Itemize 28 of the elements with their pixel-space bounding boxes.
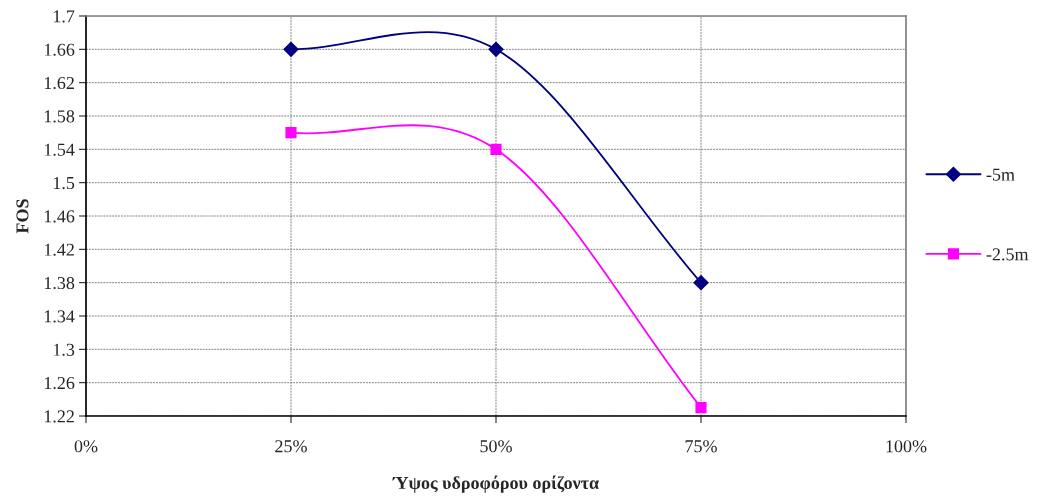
y-tick-label: 1.62 <box>44 76 74 90</box>
point <box>283 41 299 57</box>
y-tick-label: 1.66 <box>44 43 75 56</box>
y-tick-label: 1.3 <box>53 343 75 356</box>
y-tick-label: 1.46 <box>44 210 75 223</box>
x-tick-label: 25% <box>275 440 307 453</box>
x-tick-label: 50% <box>480 440 512 453</box>
y-tick-label: 1.42 <box>44 243 74 256</box>
point <box>490 143 502 155</box>
y-tick-label: 1.38 <box>44 276 75 290</box>
point <box>693 275 709 291</box>
y-tick-label: 1.7 <box>53 10 75 23</box>
x-tick-label: 100% <box>886 440 927 453</box>
y-axis-title: FOS <box>16 199 29 234</box>
y-tick-label: 1.22 <box>44 410 74 423</box>
legend-label: -2.5m <box>986 248 1029 261</box>
x-tick-label: 75% <box>685 440 717 453</box>
point <box>488 41 504 57</box>
legend-label: -5m <box>986 168 1015 181</box>
x-axis-title: Ύψος υδροφόρου ορίζοντα <box>392 475 599 493</box>
y-tick-label: 1.54 <box>44 143 75 156</box>
point <box>695 402 707 414</box>
x-tick-label: 0% <box>74 440 98 453</box>
y-tick-label: 1.26 <box>44 376 75 390</box>
y-tick-label: 1.58 <box>44 110 75 123</box>
y-tick-label: 1.5 <box>53 177 75 190</box>
y-tick-label: 1.34 <box>44 310 75 323</box>
point <box>285 127 297 139</box>
